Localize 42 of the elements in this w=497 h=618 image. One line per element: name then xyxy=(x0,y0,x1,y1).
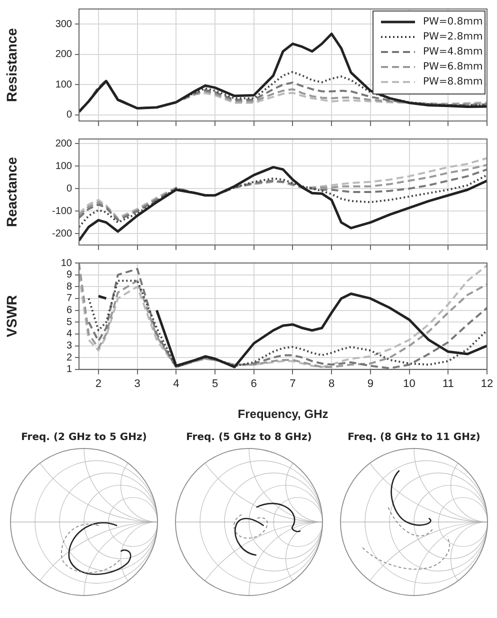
y-tick-label: 6 xyxy=(66,305,72,316)
x-tick-label: 9 xyxy=(367,378,374,390)
legend-label: PW=4.8mm xyxy=(423,46,483,58)
text: Freq. (8 GHz to 11 GHz) xyxy=(346,432,482,443)
legend-label: PW=0.8mm xyxy=(423,16,483,28)
x-tick-label: 11 xyxy=(442,378,454,390)
legend-label: PW=6.8mm xyxy=(423,62,483,73)
y-tick-label: 1 xyxy=(66,364,72,376)
x-tick-label: 6 xyxy=(250,378,257,390)
y-tick-label: 0 xyxy=(66,110,72,121)
y-tick-label: 100 xyxy=(55,79,72,90)
x-tick-label: 4 xyxy=(173,378,180,390)
y-tick-label: 8 xyxy=(66,281,72,292)
y-tick-label: 7 xyxy=(66,293,72,304)
x-tick-label: 2 xyxy=(95,378,102,390)
y-tick-label: -100 xyxy=(52,206,72,217)
x-tick-label: 8 xyxy=(328,378,335,390)
x-axis-title: Frequency, GHz xyxy=(238,407,328,422)
y-tick-label: 300 xyxy=(55,18,72,30)
y-axis-title: Reactance xyxy=(3,156,20,228)
y-axis-title: VSWR xyxy=(3,295,20,338)
y-tick-label: 4 xyxy=(66,328,72,340)
y-tick-label: 200 xyxy=(55,49,72,60)
y-tick-label: 2 xyxy=(66,352,72,364)
y-tick-label: 0 xyxy=(66,183,72,194)
y-tick-label: 9 xyxy=(66,270,72,281)
x-tick-label: 5 xyxy=(212,378,218,390)
x-tick-label: 3 xyxy=(134,378,140,390)
x-tick-label: 12 xyxy=(480,378,494,390)
legend-label: PW=2.8mm xyxy=(423,32,483,43)
y-tick-label: 200 xyxy=(55,138,72,150)
x-tick-label: 10 xyxy=(403,378,416,390)
y-tick-label: 100 xyxy=(55,160,72,172)
text: Freq. (5 GHz to 8 GHz) xyxy=(185,432,313,443)
x-tick-label: 7 xyxy=(290,378,296,390)
y-tick-label: -200 xyxy=(52,228,72,240)
y-tick-label: 10 xyxy=(60,258,72,269)
y-tick-label: 5 xyxy=(66,316,72,328)
text: Freq. (2 GHz to 5 GHz) xyxy=(20,432,148,443)
y-tick-label: 3 xyxy=(66,340,72,352)
legend-label: PW=8.8mm xyxy=(423,76,483,88)
y-axis-title: Resistance xyxy=(3,28,20,102)
